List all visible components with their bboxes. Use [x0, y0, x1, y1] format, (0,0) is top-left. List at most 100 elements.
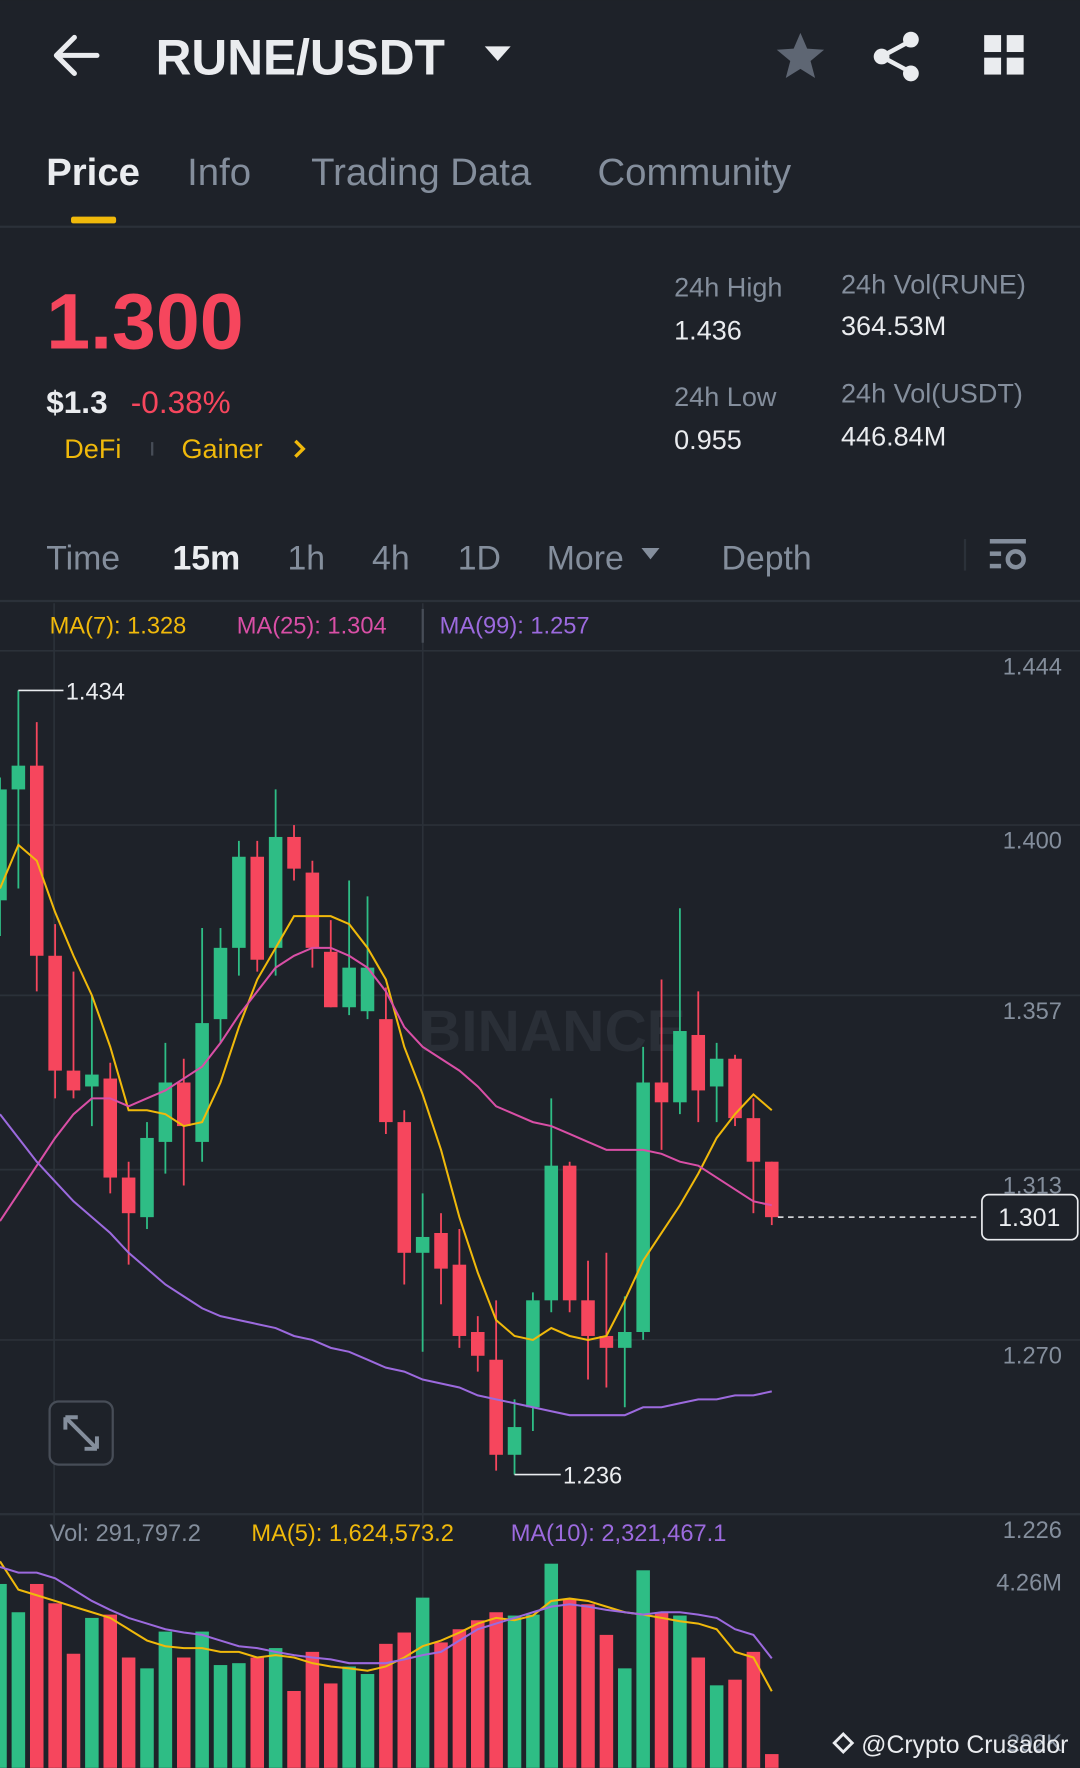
volume-bar	[140, 1668, 154, 1768]
watermark-text: @Crypto Crusador	[861, 1732, 1068, 1759]
y-tick-label: 4.26M	[996, 1571, 1062, 1597]
candle-body	[342, 967, 356, 1008]
candle-body	[526, 1300, 540, 1408]
volume-bar	[0, 1583, 7, 1768]
volume-bar	[544, 1563, 559, 1768]
grid-square	[1006, 35, 1024, 53]
share-button[interactable]	[873, 31, 919, 82]
candle-body	[11, 765, 26, 790]
candle-body	[250, 856, 265, 960]
volume-bar	[471, 1620, 485, 1768]
volume-bar	[636, 1570, 650, 1768]
back-arrow	[53, 34, 100, 76]
candle-body	[434, 1232, 448, 1269]
tag-chevron[interactable]	[294, 439, 306, 458]
candle-body	[140, 1137, 154, 1218]
interval[interactable]: More	[547, 539, 624, 577]
volume-bar	[691, 1657, 706, 1768]
interval[interactable]: 1h	[287, 539, 325, 577]
volume-bar	[746, 1651, 761, 1768]
stat-value: 1.436	[674, 315, 742, 345]
interval[interactable]: 1D	[458, 539, 501, 577]
grid-square	[984, 35, 1002, 53]
volume-bar	[765, 1754, 779, 1768]
chart-settings[interactable]	[989, 539, 1026, 570]
stat-label: 24h Vol(RUNE)	[841, 269, 1026, 299]
candle-body	[654, 1082, 669, 1103]
legend-label: MA(99): 1.257	[440, 614, 590, 640]
legend-label: MA(10): 2,321,467.1	[511, 1521, 727, 1547]
interval[interactable]: Depth	[722, 539, 812, 577]
volume-bar	[213, 1665, 228, 1768]
interval[interactable]: 4h	[372, 539, 410, 577]
tab[interactable]: Info	[187, 151, 251, 194]
ma-line	[0, 946, 772, 1222]
legend-label: MA(5): 1,624,573.2	[251, 1521, 454, 1547]
tab[interactable]: Price	[46, 151, 140, 194]
current-price-label: 1.301	[998, 1205, 1060, 1232]
candle-body	[397, 1122, 412, 1253]
legend-label: MA(7): 1.328	[50, 614, 187, 640]
candle-body	[0, 789, 7, 901]
candle-body	[673, 1031, 687, 1103]
back-button[interactable]	[53, 34, 100, 76]
layout-button[interactable]	[984, 35, 1024, 75]
y-tick-label: 1.226	[1003, 1518, 1062, 1544]
y-tick-label: 1.444	[1003, 654, 1062, 680]
interval[interactable]: Time	[46, 539, 120, 577]
volume-bar	[66, 1653, 81, 1768]
candle-body	[562, 1165, 577, 1301]
stat-label: 24h High	[674, 273, 782, 303]
volume-bar	[305, 1651, 320, 1768]
volume-bar	[360, 1674, 375, 1768]
volume-bar	[709, 1685, 724, 1768]
volume-bar	[562, 1598, 577, 1768]
candle-body	[746, 1118, 761, 1162]
stat-label: 24h Vol(USDT)	[841, 379, 1023, 409]
candle-body	[213, 947, 228, 1020]
volume-bar	[654, 1612, 669, 1768]
volume-label: Vol: 291,797.2	[50, 1521, 201, 1547]
candle-body	[195, 1023, 209, 1142]
volume-bar	[103, 1614, 118, 1768]
pair-dropdown[interactable]	[484, 46, 511, 62]
volume-bar	[11, 1612, 26, 1768]
volume-bar	[268, 1648, 283, 1768]
volume-bar	[195, 1631, 209, 1768]
candle-body	[66, 1070, 81, 1091]
candle-body	[287, 836, 301, 869]
share-dot	[903, 31, 919, 48]
tag[interactable]: Gainer	[182, 434, 263, 464]
brand-watermark: BINANCE	[419, 999, 686, 1064]
volume-bar	[379, 1643, 393, 1768]
candle-body	[48, 955, 62, 1071]
candle-body	[728, 1058, 742, 1119]
tag[interactable]: DeFi	[64, 434, 121, 464]
tab[interactable]: Community	[597, 151, 792, 194]
candle-body	[85, 1074, 99, 1087]
usd-price: $1.3	[46, 384, 107, 420]
settings-bar	[989, 551, 1002, 556]
favorite-star[interactable]	[776, 32, 825, 78]
candle-body	[709, 1058, 724, 1087]
volume-bar	[526, 1614, 540, 1768]
candle-body	[489, 1359, 503, 1455]
volume-bar	[581, 1604, 595, 1768]
more-dropdown[interactable]	[641, 548, 660, 560]
pair-title[interactable]: RUNE/USDT	[156, 30, 445, 86]
volume-bar	[85, 1617, 99, 1768]
expand-button[interactable]	[48, 1400, 114, 1466]
volume-bar	[287, 1690, 301, 1768]
volume-bar	[232, 1663, 246, 1768]
high-label: 1.434	[66, 679, 125, 705]
stat-label: 24h Low	[674, 382, 777, 412]
current-price-box	[981, 1193, 1079, 1241]
legend-label: MA(25): 1.304	[237, 614, 387, 640]
volume-bar	[728, 1679, 742, 1768]
interval[interactable]: 15m	[172, 539, 240, 577]
volume-bar	[434, 1642, 448, 1768]
tab[interactable]: Trading Data	[311, 151, 532, 194]
candle-body	[765, 1161, 779, 1218]
